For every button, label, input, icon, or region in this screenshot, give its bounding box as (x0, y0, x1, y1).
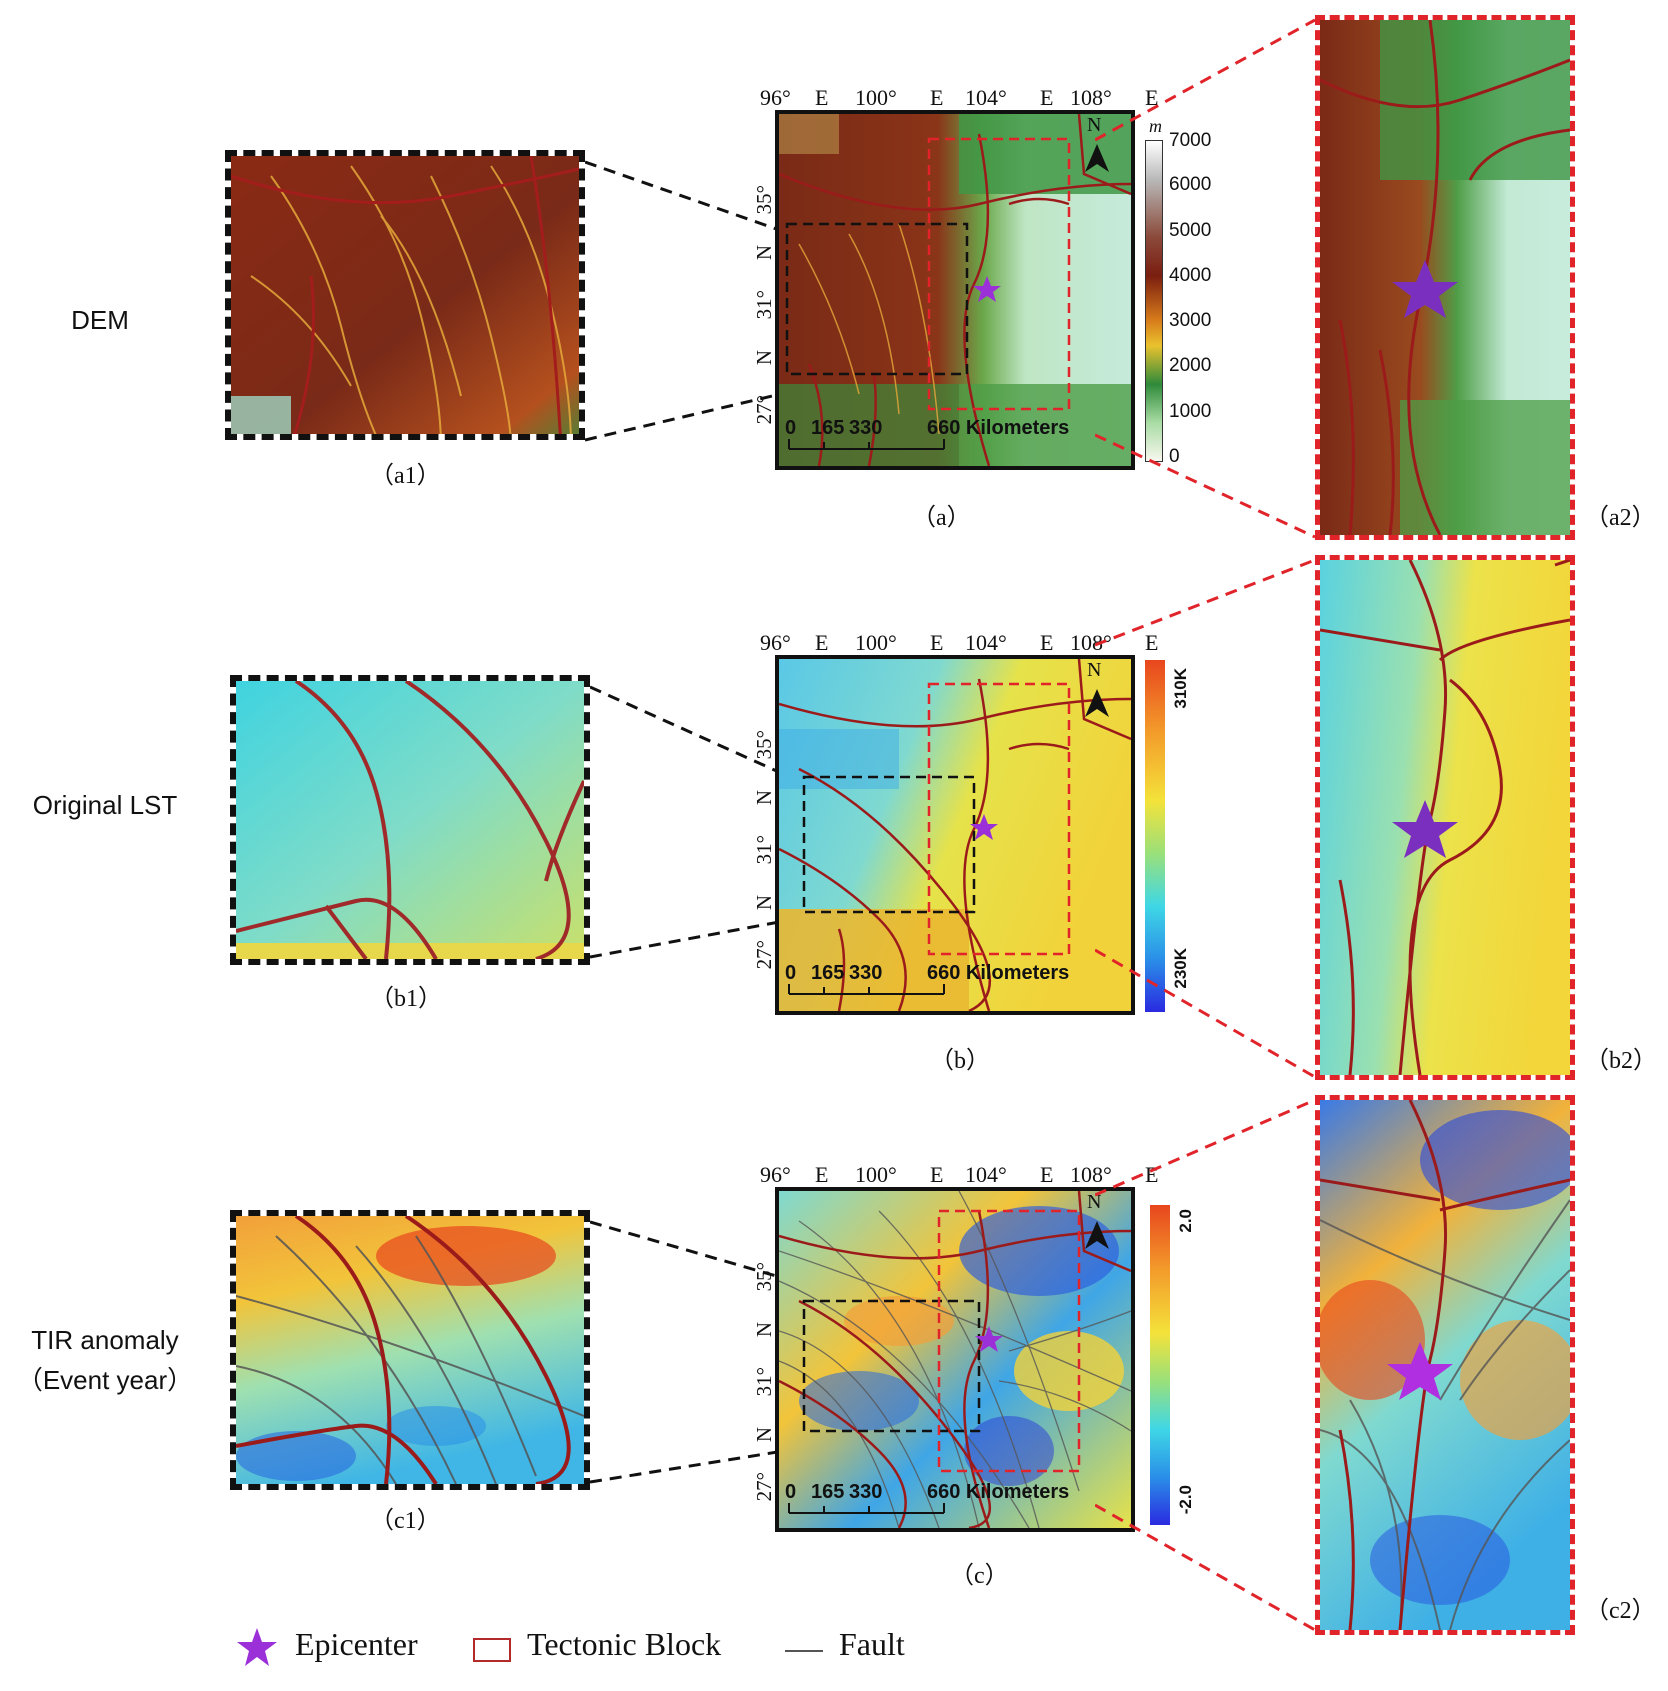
caption-b2: （b2） (1585, 1048, 1657, 1074)
main-map-c: N 0 165 330 660 Kilometers (775, 1187, 1135, 1532)
lst-inset-b2-image (1320, 560, 1570, 1075)
row-label-tir: TIR anomaly （Event year） (16, 1325, 194, 1395)
connector-lines-b2 (1095, 558, 1316, 1079)
connector-lines-c2 (1095, 1098, 1316, 1632)
lst-main-map-image (779, 659, 1131, 1011)
caption-a1: （a1） (370, 463, 441, 489)
colorbar-anomaly-gradient (1150, 1205, 1170, 1525)
caption-c2: （c2） (1585, 1598, 1656, 1624)
epicenter-star-c2 (1387, 1342, 1453, 1400)
inset-c2 (1315, 1095, 1575, 1635)
tir-inset-c2-image (1320, 1100, 1570, 1630)
inset-c1 (230, 1210, 590, 1490)
main-map-a-axes: 96° E 100° E 104° E 108° (760, 85, 1112, 110)
fault-line-icon (785, 1650, 823, 1652)
lst-inset-b1-image (236, 681, 584, 959)
colorbar-anomaly: 2.0 -2.0 (1150, 1205, 1230, 1530)
connector-lines-c1 (590, 1220, 791, 1484)
legend: Epicenter Tectonic Block Fault (235, 1620, 1135, 1680)
main-map-b: N 0 165 330 660 Kilometers (775, 655, 1135, 1015)
north-arrow-a (1085, 144, 1109, 172)
inset-a2 (1315, 15, 1575, 540)
epicenter-star-b2 (1392, 800, 1458, 858)
colorbar-lst-gradient (1145, 660, 1165, 1012)
connector-lines-a1 (585, 160, 786, 442)
epicenter-star-icon (237, 1628, 277, 1666)
tectonic-block-icon (473, 1638, 511, 1662)
tir-inset-c1-image (236, 1216, 584, 1484)
inset-b2 (1315, 555, 1575, 1080)
caption-c: （c） (950, 1563, 1009, 1589)
main-map-c-axes: 96° E 100° E 104° E 108° (760, 1162, 1112, 1187)
colorbar-lst: 310K 230K (1145, 660, 1225, 1020)
main-map-a: N 0 165 330 660 Kilometers (775, 110, 1135, 470)
inset-b1 (230, 675, 590, 965)
inset-a1 (225, 150, 585, 440)
row-label-lst: Original LST (32, 790, 178, 820)
dem-inset-a2-image (1320, 20, 1570, 535)
main-map-a-left-axis: 35° N 31° N 27° N (752, 185, 776, 425)
legend-tectonic-block-label: Tectonic Block (527, 1626, 722, 1662)
epicenter-star-a (973, 276, 1001, 302)
caption-b1: （b1） (370, 986, 442, 1012)
dem-inset-a1-image (231, 156, 579, 434)
row-label-dem: DEM (71, 305, 129, 335)
epicenter-star-c (975, 1326, 1003, 1352)
colorbar-dem: m 7000 6000 5000 4000 3000 2000 1000 0 (1145, 116, 1265, 467)
caption-a2: （a2） (1585, 505, 1656, 531)
tir-main-map-image (779, 1191, 1131, 1528)
dem-main-map-image (779, 114, 1131, 466)
north-arrow-b (1085, 689, 1109, 717)
legend-fault-label: Fault (839, 1626, 905, 1662)
north-arrow-c (1085, 1221, 1109, 1249)
caption-a: （a） (912, 505, 971, 531)
main-map-b-left-axis: 35° N 31° N 27° (752, 730, 776, 970)
caption-c1: （c1） (370, 1508, 441, 1534)
caption-b: （b） (930, 1048, 990, 1074)
legend-epicenter-label: Epicenter (295, 1626, 418, 1662)
main-map-c-left-axis: 35° N 31° N 27° (752, 1262, 776, 1502)
epicenter-star-a2 (1392, 260, 1458, 318)
connector-lines-a2 (1095, 18, 1316, 539)
connector-lines-b1 (590, 685, 791, 959)
epicenter-star-b (970, 814, 998, 840)
